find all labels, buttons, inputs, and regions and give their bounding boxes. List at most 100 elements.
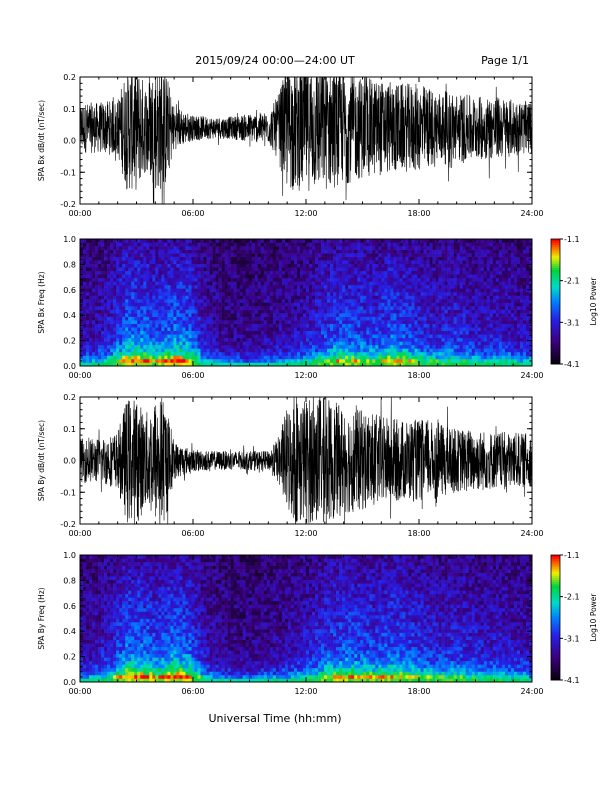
spectrogram-cell — [224, 327, 228, 332]
spectrogram-cell — [230, 302, 234, 307]
spectrogram-cell — [182, 355, 186, 360]
spectrogram-cell — [435, 302, 439, 307]
spectrogram-cell — [140, 337, 144, 342]
spectrogram-cell — [351, 337, 355, 342]
spectrogram-cell — [251, 348, 256, 353]
spectrogram-cell — [266, 270, 271, 275]
spectrogram-cell — [275, 358, 280, 363]
spectrogram-cell — [399, 295, 403, 300]
spectrogram-cell — [336, 260, 340, 264]
spectrogram-cell — [203, 355, 207, 360]
spectrogram-cell — [122, 249, 126, 254]
spectrogram-cell — [197, 348, 201, 353]
spectrogram-cell — [200, 323, 204, 328]
spectrogram-cell — [290, 246, 295, 250]
spectrogram-cell — [417, 306, 421, 310]
spectrogram-cell — [137, 295, 141, 300]
spectrogram-cell — [272, 263, 277, 268]
spectrogram-cell — [345, 309, 349, 314]
spectrogram-cell — [98, 358, 102, 363]
spectrogram-cell — [197, 306, 201, 310]
spectrogram-cell — [170, 355, 174, 360]
spectrogram-cell — [179, 302, 183, 307]
spectrogram-cell — [336, 323, 340, 328]
spectrogram-cell — [239, 239, 244, 243]
spectrogram-cell — [327, 249, 331, 254]
spectrogram-cell — [122, 330, 126, 335]
spectrogram-cell — [372, 267, 376, 272]
spectrogram-cell — [441, 334, 445, 339]
spectrogram-cell — [194, 309, 198, 314]
spectrogram-cell — [423, 330, 427, 335]
spectrogram-cell — [104, 249, 108, 254]
spectrogram-cell — [384, 348, 388, 353]
spectrogram-cell — [408, 291, 412, 296]
spectrogram-cell — [375, 351, 379, 356]
spectrogram-cell — [233, 334, 237, 339]
spectrogram-cell — [480, 239, 485, 243]
spectrogram-cell — [393, 239, 397, 243]
spectrogram-cell — [390, 302, 394, 307]
spectrogram-cell — [242, 246, 247, 250]
spectrogram-cell — [287, 344, 292, 349]
spectrogram-cell — [227, 263, 231, 268]
spectrogram-cell — [200, 306, 204, 310]
spectrogram-cell — [396, 277, 400, 282]
spectrogram-cell — [480, 274, 485, 279]
spectrogram-cell — [441, 313, 445, 317]
spectrogram-cell — [230, 341, 234, 346]
spectrogram-cell — [281, 355, 286, 360]
spectrogram-cell — [275, 242, 280, 247]
spectrogram-cell — [302, 256, 307, 261]
spectrogram-cell — [372, 298, 376, 303]
spectrogram-cell — [143, 306, 147, 310]
spectrogram-cell — [450, 316, 454, 321]
spectrogram-cell — [420, 355, 424, 360]
spectrogram-cell — [83, 327, 87, 332]
spectrogram-cell — [185, 239, 189, 243]
spectrogram-cell — [224, 291, 228, 296]
spectrogram-cell — [80, 330, 84, 335]
spectrogram-cell — [194, 344, 198, 349]
spectrogram-cell — [345, 344, 349, 349]
spectrogram-cell — [233, 341, 237, 346]
spectrogram-cell — [290, 298, 295, 303]
spectrogram-cell — [260, 270, 265, 275]
spectrogram-cell — [432, 260, 436, 264]
spectrogram-cell — [336, 263, 340, 268]
spectrogram-cell — [420, 246, 424, 250]
spectrogram-cell — [309, 274, 313, 279]
spectrogram-cell — [396, 355, 400, 360]
spectrogram-cell — [366, 348, 370, 353]
spectrogram-cell — [299, 260, 304, 264]
spectrogram-cell — [185, 327, 189, 332]
spectrogram-cell — [206, 344, 210, 349]
spectrogram-cell — [390, 309, 394, 314]
spectrogram-cell — [312, 348, 316, 353]
spectrogram-cell — [441, 253, 445, 257]
spectrogram-cell — [393, 355, 397, 360]
spectrogram-cell — [318, 306, 322, 310]
spectrogram-cell — [381, 316, 385, 321]
spectrogram-cell — [462, 355, 466, 360]
spectrogram-cell — [435, 246, 439, 250]
spectrogram-cell — [182, 274, 186, 279]
spectrogram-cell — [372, 270, 376, 275]
spectrogram-cell — [336, 288, 340, 293]
spectrogram-cell — [263, 270, 268, 275]
spectrogram-cell — [278, 281, 283, 286]
spectrogram-cell — [230, 274, 234, 279]
spectrogram-cell — [450, 239, 454, 243]
spectrogram-cell — [158, 362, 162, 367]
spectrogram-cell — [140, 313, 144, 317]
spectrogram-cell — [263, 263, 268, 268]
spectrogram-cell — [366, 341, 370, 346]
spectrogram-cell — [312, 313, 316, 317]
spectrogram-cell — [116, 274, 120, 279]
spectrogram-cell — [293, 246, 298, 250]
spectrogram-cell — [191, 274, 195, 279]
spectrogram-cell — [366, 309, 370, 314]
spectrogram-cell — [483, 267, 488, 272]
spectrogram-cell — [173, 358, 177, 363]
spectrogram-cell — [152, 337, 156, 342]
